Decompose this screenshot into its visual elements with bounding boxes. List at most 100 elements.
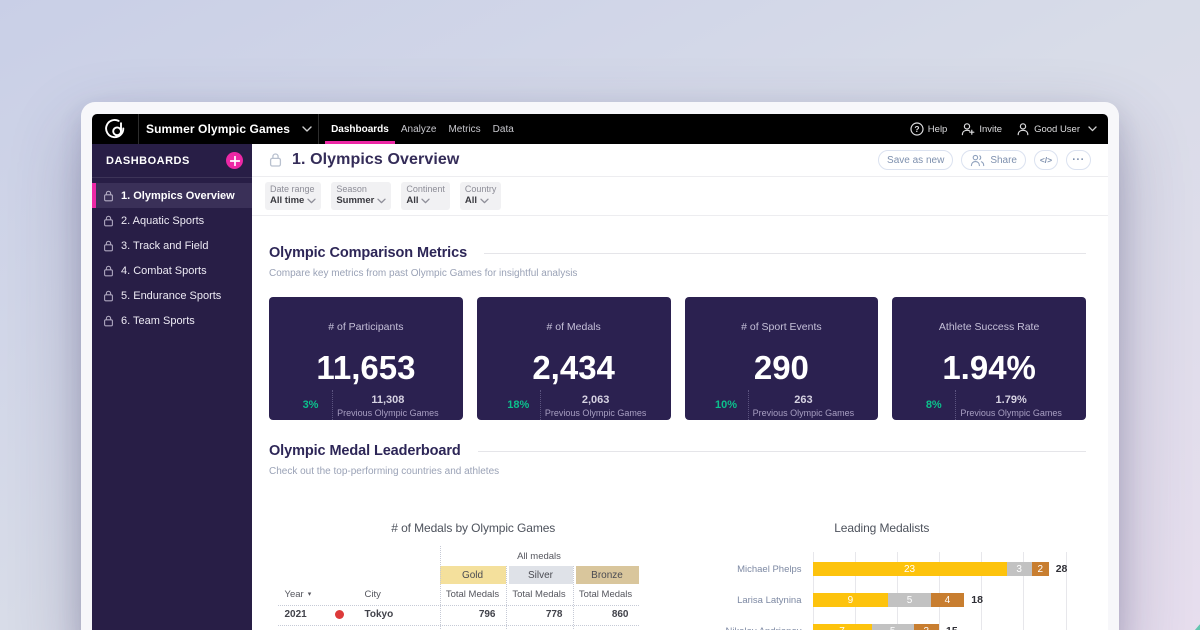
kpi-card-2: # of Medals 2,434 18% 2,063 Previous Olympic… bbox=[476, 297, 671, 420]
sidebar-item-label: 4. Combat Sports bbox=[121, 264, 207, 277]
sidebar-item-2[interactable]: 2. Aquatic Sports bbox=[92, 208, 252, 233]
kpi-footer: 18% 2,063 Previous Olympic Games bbox=[497, 390, 651, 420]
chevron-down-icon bbox=[377, 198, 386, 204]
chevron-down-icon bbox=[302, 126, 312, 132]
empty-cell bbox=[278, 546, 440, 566]
kpi-footer: 8% 1.79% Previous Olympic Games bbox=[912, 390, 1066, 420]
city-column-header[interactable]: City bbox=[364, 588, 381, 600]
flag-icon bbox=[334, 609, 344, 620]
kpi-card-1: # of Participants 11,653 3% 11,308 Previous … bbox=[269, 297, 463, 420]
medal-color-cell-wrap: Bronze bbox=[573, 566, 639, 584]
embed-button[interactable]: </> bbox=[1034, 150, 1058, 170]
lock-icon bbox=[104, 265, 113, 276]
chart-gridlines bbox=[812, 552, 1067, 630]
help-button[interactable]: ? Help bbox=[910, 122, 947, 136]
section-1-subtitle: Compare key metrics from past Olympic Ga… bbox=[269, 268, 578, 279]
filter-label: Continent bbox=[406, 184, 445, 194]
section-1-title: Olympic Comparison Metrics bbox=[269, 245, 468, 261]
plus-icon bbox=[229, 155, 240, 166]
add-dashboard-button[interactable] bbox=[226, 152, 243, 169]
nav-data[interactable]: Data bbox=[492, 123, 514, 135]
total-medals-header: Total Medals bbox=[512, 588, 566, 600]
user-chevron-down-icon[interactable] bbox=[1088, 126, 1097, 132]
bar-category-label: Michael Phelps bbox=[737, 563, 802, 575]
bar-segment-silver[interactable]: 5 bbox=[888, 593, 931, 607]
year-column-header[interactable]: Year ▾ bbox=[278, 584, 330, 604]
sidebar-item-5[interactable]: 5. Endurance Sports bbox=[92, 283, 252, 308]
bar-segment-gold[interactable]: 9 bbox=[812, 593, 889, 607]
filter-continent[interactable]: Continent All bbox=[401, 182, 450, 210]
bar-segment-bronze[interactable]: 3 bbox=[913, 624, 939, 630]
filter-country[interactable]: Country All bbox=[459, 182, 502, 210]
kpi-title: # of Participants bbox=[328, 321, 404, 333]
chevron-down-icon bbox=[307, 198, 316, 204]
gold-total-cell: 796 bbox=[478, 609, 496, 620]
total-medals-header: Total Medals bbox=[445, 588, 500, 600]
bar-segment-bronze[interactable]: 4 bbox=[930, 593, 965, 607]
bar-segment-gold[interactable]: 7 bbox=[812, 624, 872, 630]
filter-season[interactable]: Season Summer bbox=[331, 182, 392, 210]
filter-date-range[interactable]: Date range All time bbox=[265, 182, 322, 210]
lock-icon bbox=[104, 240, 113, 251]
viz-row: # of Medals by Olympic Games All medals G… bbox=[269, 489, 1086, 630]
sort-desc-icon: ▾ bbox=[307, 591, 312, 598]
invite-icon bbox=[962, 123, 975, 136]
bar-track[interactable]: 753 bbox=[812, 624, 939, 630]
app-frame: Summer Olympic Games Dashboards Analyze … bbox=[92, 114, 1108, 630]
kpi-row: # of Participants 11,653 3% 11,308 Previous … bbox=[269, 297, 1086, 420]
gridline bbox=[1023, 552, 1025, 630]
filter-label: Date range bbox=[270, 184, 315, 194]
more-button[interactable]: ··· bbox=[1066, 150, 1091, 170]
gooddata-logo-icon bbox=[105, 119, 125, 139]
bar-total-label: 15 bbox=[946, 625, 958, 630]
kpi-previous-label: Previous Olympic Games bbox=[752, 408, 855, 418]
workspace-switcher[interactable]: Summer Olympic Games bbox=[139, 114, 320, 144]
kpi-change: 8% bbox=[925, 399, 942, 411]
main-panel: 1. Olympics Overview Save as new Share <… bbox=[252, 144, 1108, 630]
medal-color-cell-wrap: Silver bbox=[506, 566, 573, 584]
bar-track[interactable]: 23 3 2 bbox=[812, 562, 1049, 576]
medal-header-silver: Silver bbox=[508, 566, 573, 584]
bar-segment-bronze[interactable]: 2 bbox=[1031, 562, 1049, 576]
page-actions: Save as new Share </> ··· bbox=[878, 150, 1091, 170]
lock-icon bbox=[104, 315, 113, 326]
nav-metrics[interactable]: Metrics bbox=[448, 123, 481, 135]
sidebar-item-1[interactable]: 1. Olympics Overview bbox=[92, 183, 252, 208]
bar-segment-gold[interactable]: 23 bbox=[812, 562, 1007, 576]
logo-button[interactable] bbox=[92, 114, 139, 144]
kpi-previous-value: 1.79% bbox=[995, 394, 1027, 406]
save-as-new-button[interactable]: Save as new bbox=[878, 150, 954, 170]
filter-value: All time bbox=[270, 195, 316, 207]
kpi-change: 10% bbox=[715, 399, 738, 411]
medalists-chart-title: Leading Medalists bbox=[834, 521, 930, 535]
all-medals-header: All medals bbox=[517, 550, 561, 562]
kpi-footer: 3% 11,308 Previous Olympic Games bbox=[289, 390, 443, 420]
kpi-change: 3% bbox=[302, 399, 319, 411]
sidebar-item-4[interactable]: 4. Combat Sports bbox=[92, 258, 252, 283]
sidebar-item-label: 3. Track and Field bbox=[121, 239, 209, 252]
kpi-footer: 10% 263 Previous Olympic Games bbox=[705, 390, 859, 420]
medal-table-grid: All medals Gold Silver Bronze Year ▾ City Total… bbox=[278, 546, 639, 630]
sidebar: DASHBOARDS 1. Olympics Overview 2. Aquati… bbox=[92, 144, 252, 630]
nav-analyze[interactable]: Analyze bbox=[400, 123, 437, 135]
sidebar-item-6[interactable]: 6. Team Sports bbox=[92, 308, 252, 333]
user-menu[interactable]: Good User bbox=[1016, 122, 1080, 136]
invite-button[interactable]: Invite bbox=[961, 122, 1002, 136]
dashboard-content: Olympic Comparison Metrics Compare key m… bbox=[252, 216, 1108, 630]
kpi-value: 2,434 bbox=[532, 349, 615, 386]
share-button[interactable]: Share bbox=[961, 150, 1026, 170]
bar-segment-silver[interactable]: 5 bbox=[871, 624, 914, 630]
sidebar-item-3[interactable]: 3. Track and Field bbox=[92, 233, 252, 258]
filter-value-text: All time bbox=[270, 195, 305, 206]
user-icon bbox=[1017, 123, 1029, 136]
medal-header-gold: Gold bbox=[439, 566, 506, 584]
empty-cell bbox=[278, 566, 440, 584]
filter-label: Season bbox=[336, 184, 367, 194]
section-2-header: Olympic Medal Leaderboard bbox=[269, 442, 1086, 461]
bar-segment-silver[interactable]: 3 bbox=[1006, 562, 1032, 576]
filter-value: All bbox=[406, 195, 445, 207]
kpi-previous-label: Previous Olympic Games bbox=[960, 408, 1062, 418]
nav-dashboards[interactable]: Dashboards bbox=[325, 114, 395, 144]
sidebar-header: DASHBOARDS bbox=[92, 144, 252, 177]
